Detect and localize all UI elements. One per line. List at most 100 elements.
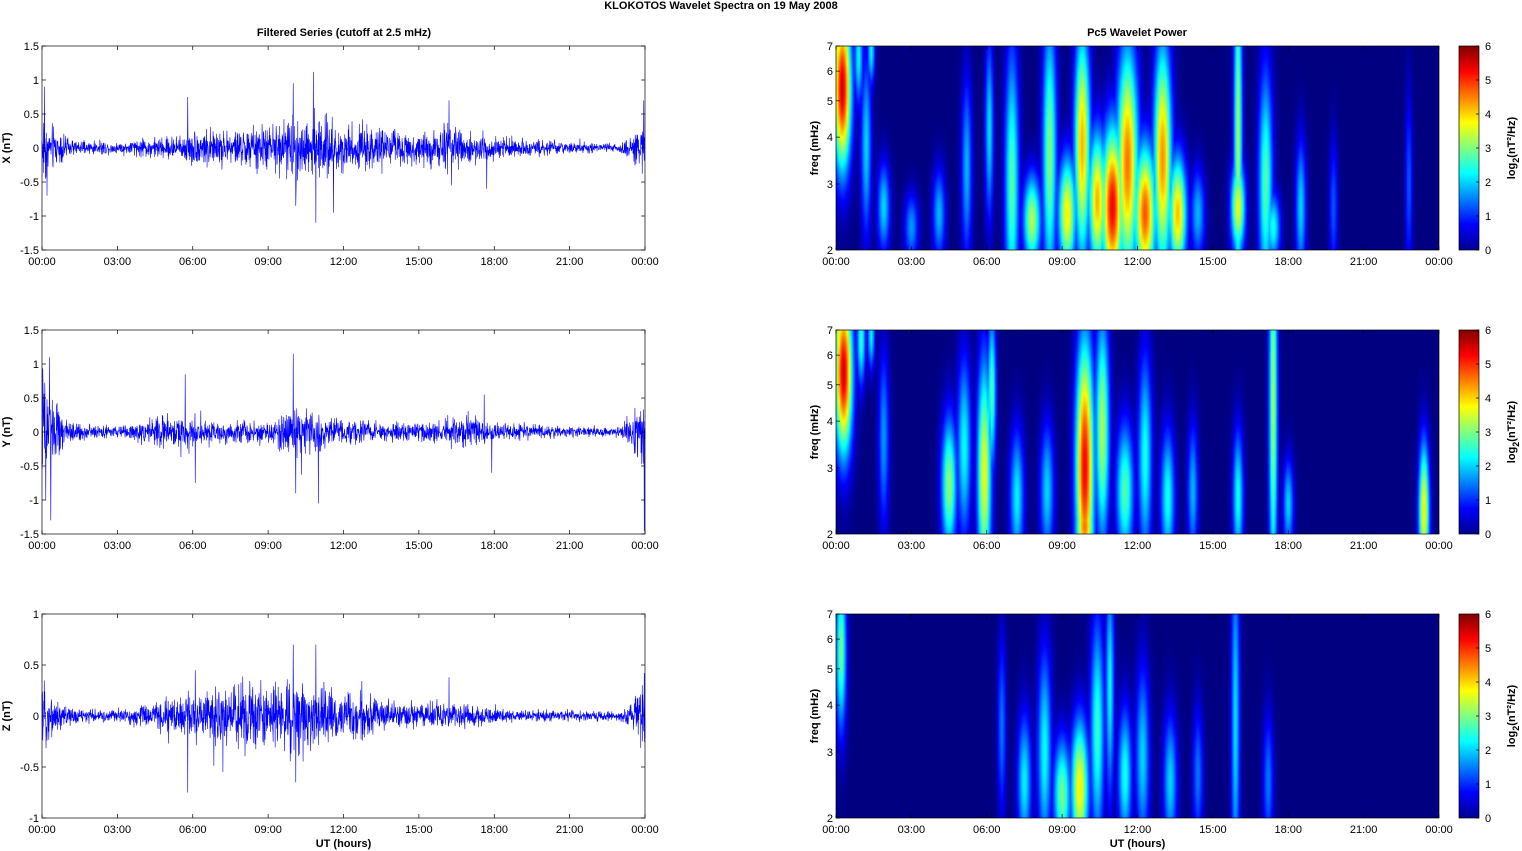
- x-tick-label: 21:00: [556, 540, 584, 552]
- x-tick-label: 06:00: [973, 540, 1001, 552]
- x-tick-label: 12:00: [1124, 824, 1152, 836]
- y-tick-label: 6: [827, 350, 833, 362]
- x-tick-label: 18:00: [480, 824, 508, 836]
- left-xlabel: UT (hours): [316, 838, 372, 850]
- x-tick-label: 00:00: [631, 824, 659, 836]
- x-tick-label: 21:00: [556, 824, 584, 836]
- x-tick-label: 15:00: [1199, 824, 1227, 836]
- y-tick-label: 1.5: [24, 41, 39, 53]
- y-tick-label: 5: [827, 664, 833, 676]
- x-tick-label: 12:00: [330, 824, 358, 836]
- y-tick-label: -1: [29, 211, 39, 223]
- z-wavelet-x-ticks: 00:00 03:00 06:00 09:00 12:00 15:00 18:00 21:00…: [822, 614, 1453, 836]
- y-series-ylabel: Y (nT): [1, 416, 13, 447]
- y-series-x-ticks: 00:00 03:00 06:00 09:00 12:00 15:00 18:00 21:00…: [28, 330, 659, 552]
- colorbar-tick-label: 1: [1485, 211, 1491, 223]
- colorbar-tick-label: 1: [1485, 779, 1491, 791]
- z-series-ylabel: Z (nT): [1, 700, 13, 731]
- y-tick-label: 5: [827, 380, 833, 392]
- colorbar-tick-label: 6: [1485, 325, 1491, 337]
- x-tick-label: 06:00: [179, 824, 207, 836]
- x-tick-label: 18:00: [480, 256, 508, 268]
- colorbar-tick-label: 5: [1485, 75, 1491, 87]
- y-tick-label: 1: [33, 75, 39, 87]
- x-tick-label: 15:00: [405, 540, 433, 552]
- x-tick-label: 03:00: [898, 540, 926, 552]
- colorbar-tick-label: 0: [1485, 245, 1491, 257]
- x-tick-label: 09:00: [254, 256, 282, 268]
- colorbar-tick-label: 5: [1485, 643, 1491, 655]
- y-tick-label: 2: [827, 529, 833, 541]
- y-tick-label: 1.5: [24, 325, 39, 337]
- y-tick-label: 4: [827, 132, 833, 144]
- colorbar-tick-label: 3: [1485, 143, 1491, 155]
- colorbar-tick-label: 3: [1485, 711, 1491, 723]
- x-tick-label: 15:00: [1199, 256, 1227, 268]
- colorbar-tick-label: 4: [1485, 109, 1491, 121]
- y-tick-label: 0.5: [24, 109, 39, 121]
- x-tick-label: 03:00: [104, 824, 132, 836]
- figure-title: KLOKOTOS Wavelet Spectra on 19 May 2008: [604, 0, 838, 12]
- colorbar-tick-label: 5: [1485, 359, 1491, 371]
- x-tick-label: 09:00: [1048, 256, 1076, 268]
- y-tick-label: 0: [33, 711, 39, 723]
- x-tick-label: 00:00: [822, 540, 850, 552]
- x-wavelet-ylabel: freq (mHz): [809, 120, 821, 175]
- y-tick-label: 1: [33, 359, 39, 371]
- y-wavelet-power-map: [836, 330, 1439, 534]
- x-tick-label: 09:00: [254, 540, 282, 552]
- x-tick-label: 00:00: [631, 540, 659, 552]
- x-tick-label: 09:00: [254, 824, 282, 836]
- x-tick-label: 06:00: [973, 256, 1001, 268]
- y-tick-label: -1: [29, 813, 39, 825]
- x-tick-label: 15:00: [405, 256, 433, 268]
- x-tick-label: 00:00: [28, 540, 56, 552]
- y-wavelet-x-ticks: 00:00 03:00 06:00 09:00 12:00 15:00 18:00 21:00…: [822, 330, 1453, 552]
- x-tick-label: 18:00: [1274, 824, 1302, 836]
- x-tick-label: 03:00: [104, 256, 132, 268]
- x-tick-label: 00:00: [1425, 540, 1453, 552]
- x-series-ylabel: X (nT): [1, 132, 13, 163]
- x-wavelet-colorbar-label: log2(nT²/Hz): [1506, 116, 1521, 179]
- x-tick-label: 18:00: [1274, 256, 1302, 268]
- x-tick-label: 06:00: [179, 256, 207, 268]
- x-series-x-ticks: 00:00 03:00 06:00 09:00 12:00 15:00 18:00 21:00…: [28, 46, 659, 268]
- x-tick-label: 00:00: [28, 256, 56, 268]
- y-tick-label: 3: [827, 179, 833, 191]
- x-tick-label: 12:00: [330, 540, 358, 552]
- y-tick-label: 6: [827, 66, 833, 78]
- x-tick-label: 15:00: [405, 824, 433, 836]
- y-tick-label: 4: [827, 700, 833, 712]
- z-series-trace: [41, 644, 646, 793]
- colorbar-tick-label: 4: [1485, 393, 1491, 405]
- x-tick-label: 21:00: [1350, 824, 1378, 836]
- x-tick-label: 18:00: [480, 540, 508, 552]
- x-tick-label: 09:00: [1048, 824, 1076, 836]
- x-tick-label: 00:00: [822, 256, 850, 268]
- y-tick-label: 0.5: [24, 393, 39, 405]
- colorbar-tick-label: 1: [1485, 495, 1491, 507]
- x-tick-label: 00:00: [1425, 824, 1453, 836]
- colorbar-tick-label: 6: [1485, 41, 1491, 53]
- x-wavelet-panel: 2 3 4 5 6 7 freq (mHz) 0 1 2 3 4 5 6 log2(nT²/Hz): [809, 41, 1521, 257]
- x-wavelet-x-ticks: 00:00 03:00 06:00 09:00 12:00 15:00 18:00 21:00…: [822, 46, 1453, 268]
- x-series-axes-frame: [41, 45, 646, 251]
- y-tick-label: 0.5: [24, 660, 39, 672]
- x-tick-label: 00:00: [822, 824, 850, 836]
- colorbar-tick-label: 2: [1485, 177, 1491, 189]
- left-column-title: Filtered Series (cutoff at 2.5 mHz): [257, 27, 432, 39]
- x-wavelet-power-map: [836, 46, 1439, 250]
- x-tick-label: 00:00: [631, 256, 659, 268]
- colorbar-tick-label: 4: [1485, 677, 1491, 689]
- x-tick-label: 21:00: [556, 256, 584, 268]
- y-tick-label: 4: [827, 416, 833, 428]
- y-tick-label: 0: [33, 143, 39, 155]
- x-tick-label: 03:00: [898, 824, 926, 836]
- z-wavelet-ylabel: freq (mHz): [809, 688, 821, 743]
- z-series-x-ticks: 00:00 03:00 06:00 09:00 12:00 15:00 18:00 21:00…: [28, 614, 659, 836]
- y-tick-label: 5: [827, 96, 833, 108]
- x-tick-label: 03:00: [898, 256, 926, 268]
- x-tick-label: 12:00: [1124, 256, 1152, 268]
- y-tick-label: 3: [827, 747, 833, 759]
- y-tick-label: 6: [827, 634, 833, 646]
